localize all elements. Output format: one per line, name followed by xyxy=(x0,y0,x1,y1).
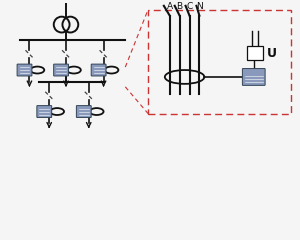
FancyBboxPatch shape xyxy=(242,69,265,85)
FancyBboxPatch shape xyxy=(37,106,52,117)
Bar xyxy=(247,46,263,60)
Text: B: B xyxy=(177,2,183,11)
Text: A: A xyxy=(167,2,173,11)
FancyBboxPatch shape xyxy=(91,64,106,76)
FancyBboxPatch shape xyxy=(76,106,91,117)
Text: C: C xyxy=(186,2,193,11)
FancyBboxPatch shape xyxy=(17,64,32,76)
Text: N: N xyxy=(196,2,203,11)
FancyBboxPatch shape xyxy=(54,64,68,76)
Text: U: U xyxy=(267,47,277,60)
